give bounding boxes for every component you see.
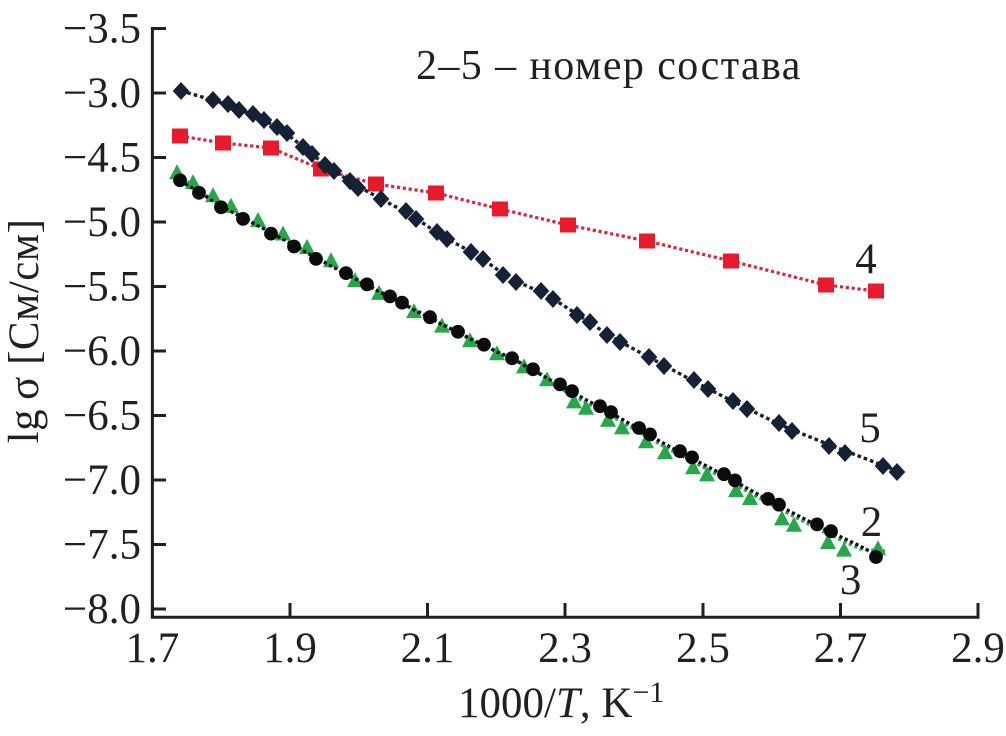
svg-text:−3.5: −3.5 bbox=[63, 6, 141, 53]
svg-text:−4.5: −4.5 bbox=[63, 135, 141, 182]
svg-text:−7.5: −7.5 bbox=[63, 522, 141, 569]
svg-text:1000/T, K−1: 1000/T, K−1 bbox=[458, 676, 664, 727]
svg-text:−5.5: −5.5 bbox=[63, 264, 141, 311]
svg-text:2.1: 2.1 bbox=[401, 625, 455, 672]
svg-text:2: 2 bbox=[861, 499, 883, 546]
svg-text:−8.0: −8.0 bbox=[63, 586, 141, 633]
svg-text:2.5: 2.5 bbox=[676, 625, 730, 672]
svg-text:−5.0: −5.0 bbox=[63, 199, 141, 246]
svg-text:1.9: 1.9 bbox=[263, 625, 317, 672]
svg-text:4: 4 bbox=[855, 236, 877, 283]
svg-text:5: 5 bbox=[859, 405, 881, 452]
svg-text:2–5 – номер состава: 2–5 – номер состава bbox=[416, 43, 802, 89]
svg-text:1.7: 1.7 bbox=[126, 625, 180, 672]
svg-text:−3.0: −3.0 bbox=[63, 70, 141, 117]
svg-text:lg σ [См/см]: lg σ [См/см] bbox=[1, 219, 48, 444]
svg-text:2.7: 2.7 bbox=[814, 625, 868, 672]
svg-text:3: 3 bbox=[840, 557, 862, 604]
svg-text:−6.5: −6.5 bbox=[63, 393, 141, 440]
svg-text:2.9: 2.9 bbox=[951, 625, 1005, 672]
svg-text:−6.0: −6.0 bbox=[63, 328, 141, 375]
svg-text:2.3: 2.3 bbox=[538, 625, 592, 672]
svg-text:−7.0: −7.0 bbox=[63, 457, 141, 504]
